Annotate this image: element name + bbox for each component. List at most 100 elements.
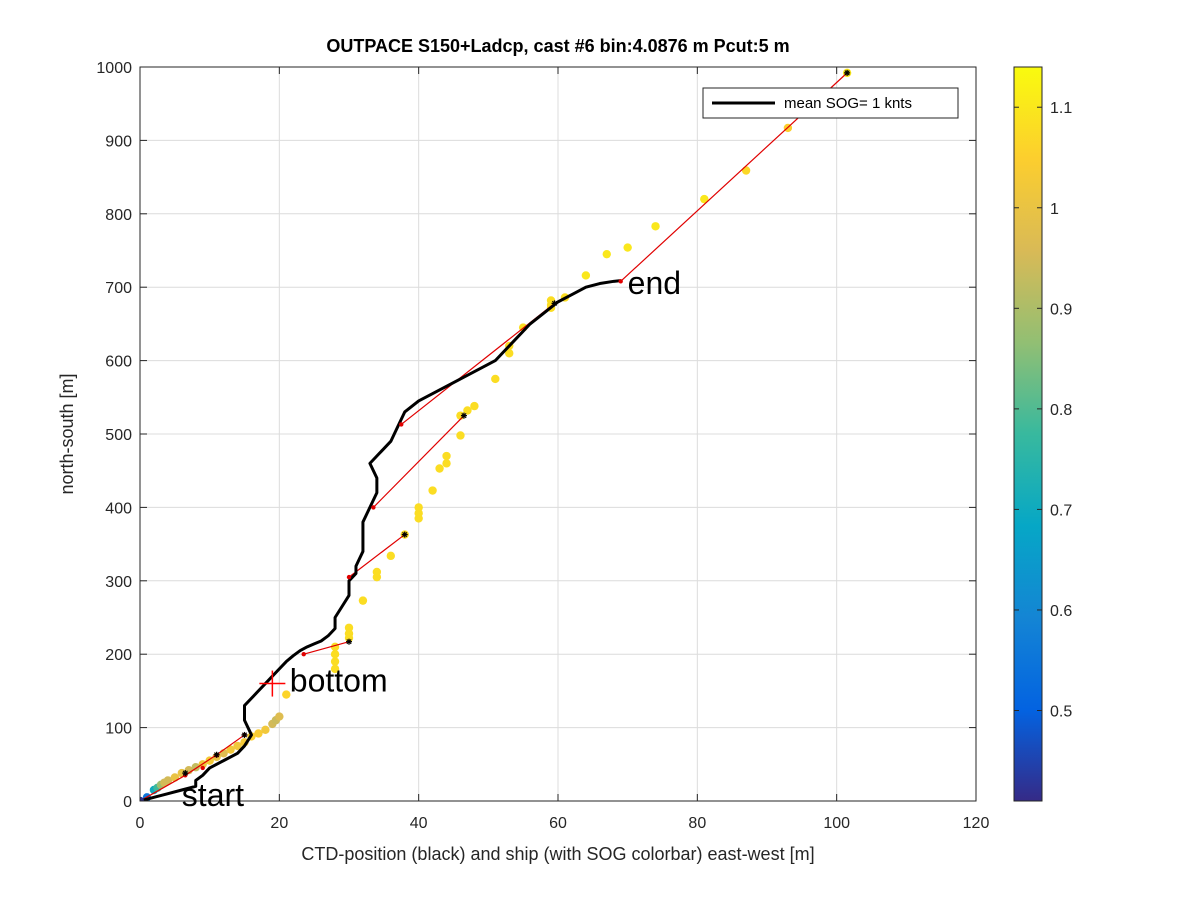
colorbar-tick-label: 0.7 <box>1050 502 1072 519</box>
colorbar-tick-label: 0.5 <box>1050 704 1072 721</box>
red-marker <box>399 422 404 427</box>
ship-point <box>428 486 437 495</box>
black-star-stroke <box>844 70 850 76</box>
ship-point <box>330 657 340 666</box>
ship-point <box>282 690 291 699</box>
black-star-stroke <box>182 770 188 776</box>
red-marker <box>301 652 306 657</box>
grid <box>140 67 976 801</box>
ship-point <box>602 249 611 259</box>
colorbar-tick-label: 0.8 <box>1050 402 1072 419</box>
ship-point <box>470 401 479 411</box>
colorbar-tick-label: 1.1 <box>1050 100 1072 117</box>
ship-point <box>163 776 173 785</box>
black-star-marker <box>182 770 189 777</box>
ship-point <box>623 243 632 252</box>
y-tick-label: 0 <box>123 794 132 811</box>
ship-point <box>741 166 751 175</box>
y-tick-label: 100 <box>105 721 132 738</box>
colorbar-gradient <box>1013 66 1043 802</box>
ship-point <box>372 567 382 577</box>
y-tick-label: 300 <box>105 574 132 591</box>
x-tick-label: 80 <box>688 815 706 832</box>
black-star-stroke <box>346 639 352 645</box>
black-star-stroke <box>214 752 220 758</box>
y-tick-label: 500 <box>105 427 132 444</box>
black-star-marker <box>346 638 352 645</box>
ship-point <box>435 464 444 473</box>
ship-point <box>651 222 660 231</box>
y-tick-label: 1000 <box>96 60 132 77</box>
black-star-stroke <box>241 732 248 738</box>
red-marker <box>200 765 205 771</box>
ship-point <box>414 503 423 512</box>
colorbar-tick-label: 0.9 <box>1050 301 1072 318</box>
red-segment <box>216 734 245 756</box>
black-star-marker <box>241 731 248 738</box>
ship-point <box>275 712 284 721</box>
red-segment <box>372 415 465 508</box>
y-tick-label: 900 <box>105 133 132 150</box>
y-tick-label: 200 <box>105 647 132 664</box>
ship-point <box>700 194 709 204</box>
ship-point <box>226 745 235 754</box>
annotation-end: end <box>628 265 681 301</box>
ship-point <box>330 650 340 659</box>
ship-point <box>358 596 368 605</box>
ship-point <box>330 664 340 674</box>
ship-point <box>491 374 500 384</box>
colorbar-tick-label: 1 <box>1050 201 1059 218</box>
black-star-marker <box>401 531 408 538</box>
annotation-start: start <box>182 777 244 813</box>
ship-point <box>344 623 354 632</box>
ship-point <box>254 729 263 738</box>
black-star-marker <box>551 300 558 307</box>
black-star-marker <box>460 412 467 419</box>
annotation-bottom: bottom <box>290 663 388 699</box>
x-tick-label: 120 <box>963 815 990 832</box>
plot-content <box>140 68 852 801</box>
bottom-plus-marker <box>259 670 286 697</box>
start-point <box>140 797 144 801</box>
y-axis-label: north-south [m] <box>57 373 77 494</box>
ship-point <box>261 725 270 735</box>
axis-ticks: 0 20 40 60 80 100 120 0 100 200 300 400 500 600 700 800… <box>96 60 989 832</box>
x-tick-label: 40 <box>410 815 428 832</box>
ctd-track-line <box>140 279 621 801</box>
x-tick-label: 20 <box>270 815 288 832</box>
x-axis-label: CTD-position (black) and ship (with SOG … <box>301 844 814 864</box>
ship-point <box>456 431 465 440</box>
ship-point <box>442 451 451 461</box>
y-tick-label: 400 <box>105 500 132 517</box>
red-segment <box>348 534 406 578</box>
x-tick-label: 60 <box>549 815 567 832</box>
black-star-stroke <box>551 300 558 306</box>
x-tick-label: 0 <box>136 815 145 832</box>
colorbar-ticks: 0.5 0.6 0.7 0.8 0.9 1 1.1 <box>1014 100 1072 721</box>
ship-point <box>344 629 354 638</box>
legend-entry: mean SOG= 1 knts <box>784 95 912 112</box>
ship-point <box>463 406 472 415</box>
colorbar: 0.5 0.6 0.7 0.8 0.9 1 1.1 <box>1013 66 1072 802</box>
ship-point <box>442 459 451 468</box>
red-marker <box>618 279 623 284</box>
red-marker <box>346 574 352 580</box>
black-star-marker <box>213 751 220 758</box>
annotations: start bottom end <box>182 265 681 813</box>
ship-point <box>414 509 423 518</box>
x-tick-label: 100 <box>823 815 850 832</box>
y-tick-label: 600 <box>105 354 132 371</box>
red-segment <box>303 641 350 655</box>
ship-point <box>170 773 180 782</box>
black-star-stroke <box>402 531 408 538</box>
ship-point <box>233 741 242 751</box>
ship-point <box>581 271 591 280</box>
ship-point <box>505 349 514 358</box>
black-star-stroke <box>461 413 467 419</box>
ship-point <box>386 551 395 561</box>
y-tick-label: 700 <box>105 280 132 297</box>
legend: mean SOG= 1 knts <box>702 87 959 119</box>
y-tick-label: 800 <box>105 207 132 224</box>
black-star-marker <box>844 69 851 76</box>
